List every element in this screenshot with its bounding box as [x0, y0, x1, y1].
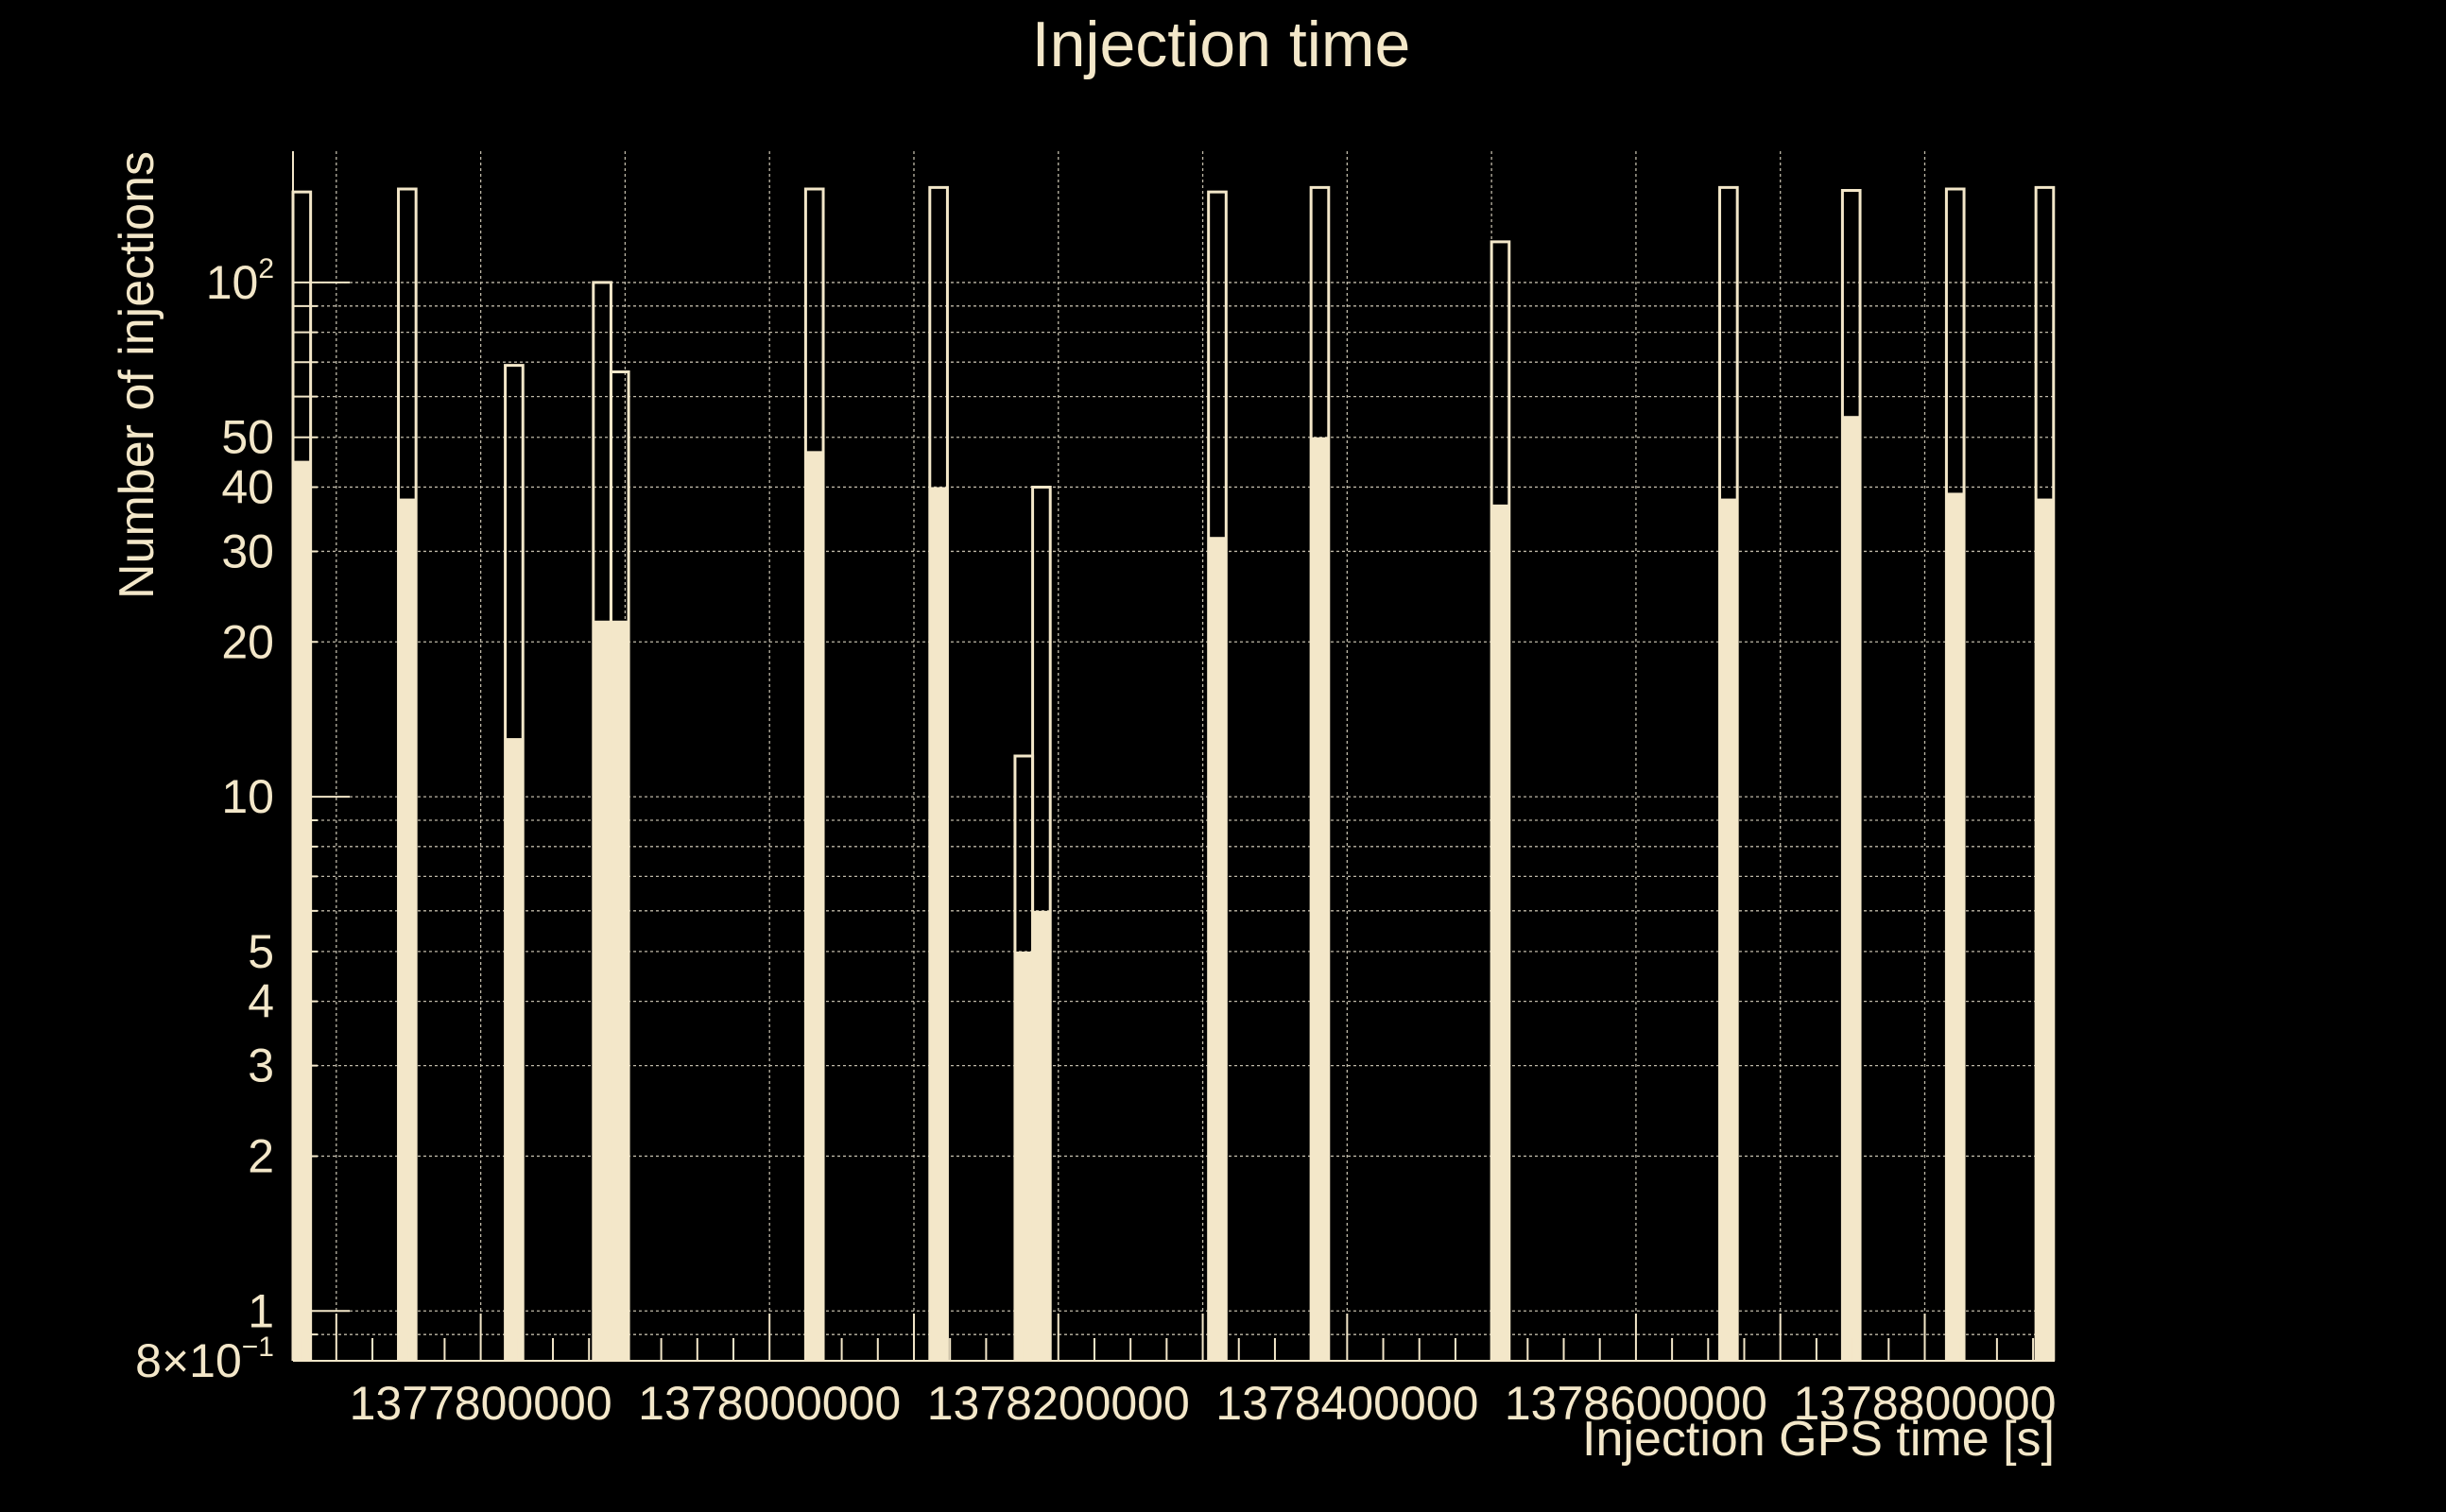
y-tick-label: 4	[248, 975, 274, 1028]
y-tick-label: 20	[221, 615, 274, 668]
x-tick-label: 1377800000	[350, 1377, 612, 1430]
filled-bar	[929, 487, 948, 1361]
y-tick-label: 10	[221, 770, 274, 823]
outline-bars	[291, 185, 2056, 1361]
filled-bar	[1946, 492, 1965, 1361]
filled-bar	[1491, 504, 1509, 1361]
filled-bar	[593, 620, 612, 1361]
y-tick-label: 50	[221, 411, 274, 464]
outline-bar	[1840, 189, 1862, 1361]
outline-bar	[2034, 185, 2056, 1361]
outline-bar	[1031, 485, 1052, 1361]
y-tick-label: 30	[221, 524, 274, 577]
y-axis-title: Number of injections	[110, 151, 164, 599]
filled-bar	[505, 738, 524, 1361]
x-tick-label: 1378800000	[1793, 1377, 2056, 1430]
x-tick-label: 1378600000	[1505, 1377, 1767, 1430]
y-tick-label: 1	[248, 1284, 274, 1337]
outline-bar	[1490, 240, 1511, 1361]
x-tick-label: 1378400000	[1215, 1377, 1478, 1430]
y-tick-label: 5	[248, 925, 274, 978]
filled-bar	[1208, 537, 1227, 1361]
filled-bar	[805, 451, 824, 1361]
filled-bar	[1719, 498, 1738, 1361]
x-axis-title: Injection GPS time [s]	[1582, 1412, 2055, 1467]
outline-bar	[803, 187, 825, 1361]
outline-bar	[504, 364, 525, 1361]
chart-title: Injection time	[1032, 9, 1411, 80]
outline-bar	[609, 370, 630, 1361]
filled-bar	[1842, 416, 1861, 1361]
filled-bar	[611, 620, 629, 1361]
y-tick-label: 2	[248, 1129, 274, 1182]
axes	[292, 151, 2055, 1362]
y-tick-label: 102	[206, 253, 274, 309]
filled-bar	[1014, 951, 1033, 1361]
outline-bar	[1718, 185, 1739, 1361]
outline-bar	[928, 185, 949, 1361]
x-tick-label: 1378200000	[927, 1377, 1190, 1430]
outline-bar	[397, 187, 418, 1361]
outline-bar	[1309, 185, 1331, 1361]
filled-bars	[293, 416, 2054, 1361]
filled-bar	[2036, 498, 2054, 1361]
y-tick-label: 40	[221, 460, 274, 513]
filled-bar	[1032, 910, 1051, 1361]
filled-bar	[1311, 437, 1329, 1361]
y-tick-label: 3	[248, 1040, 274, 1092]
filled-bar	[398, 498, 417, 1361]
outline-bar	[1944, 187, 1966, 1361]
x-tick-label: 1378000000	[638, 1377, 901, 1430]
outline-bar	[1207, 190, 1228, 1361]
y-tick-label: 8×10−1	[135, 1332, 274, 1387]
